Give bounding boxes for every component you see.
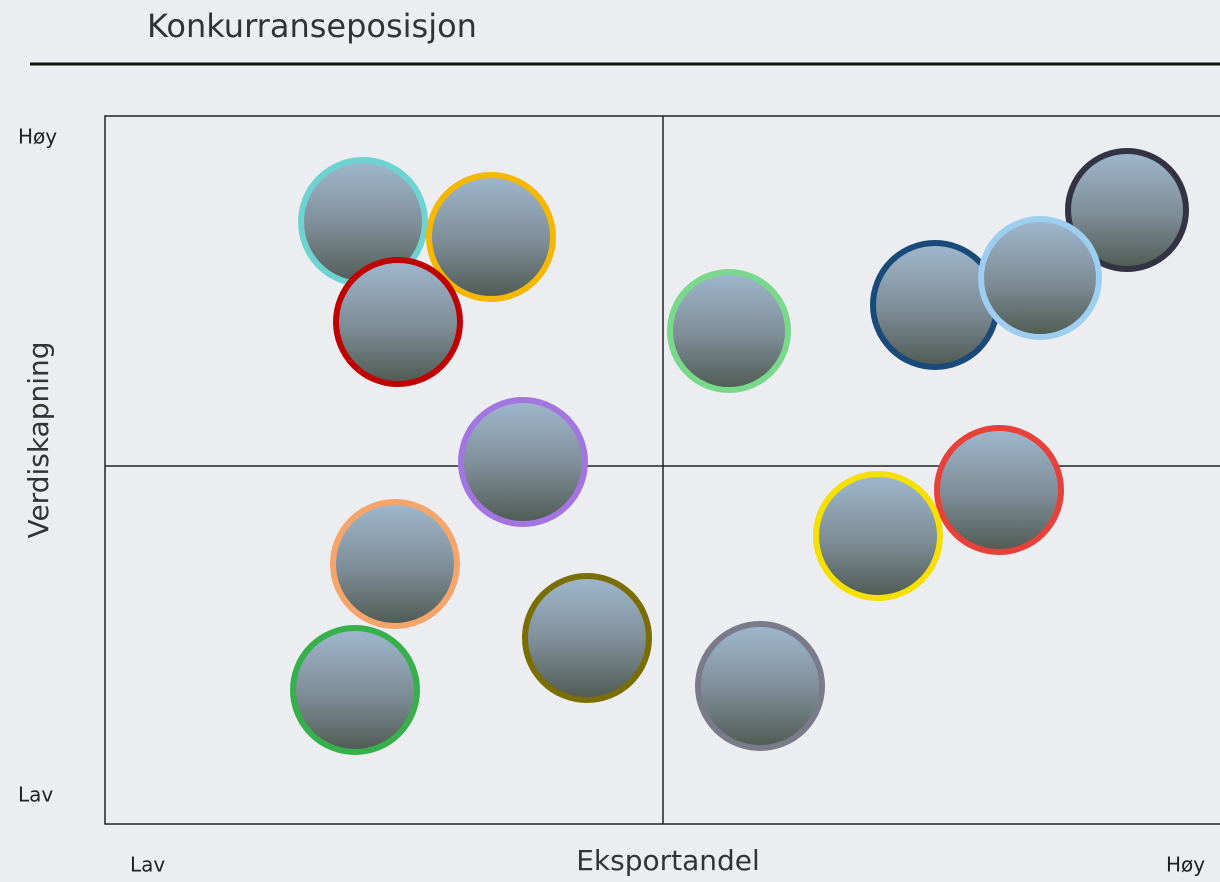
x-low-label: Lav [130, 853, 165, 877]
y-low-label: Lav [18, 783, 53, 807]
x-high-label: Høy [1166, 853, 1205, 877]
sector-bubble [695, 621, 825, 751]
sector-bubble [522, 573, 652, 703]
sector-bubble [813, 471, 943, 601]
sector-bubble [290, 625, 420, 755]
sector-bubble [330, 499, 460, 629]
x-axis-label: Eksportandel [576, 844, 760, 877]
sector-bubbles [290, 148, 1189, 755]
sector-bubble [1065, 148, 1189, 272]
sector-bubble [333, 257, 463, 387]
sector-bubble [978, 216, 1102, 340]
sector-bubble [870, 240, 1000, 370]
plot-frame [104, 115, 1220, 825]
sector-bubble [667, 269, 791, 393]
y-axis-label: Verdiskapning [22, 341, 55, 538]
sector-bubble [458, 397, 588, 527]
title: Konkurranseposisjon [147, 7, 477, 45]
sector-bubble [934, 425, 1064, 555]
y-high-label: Høy [18, 125, 57, 149]
sector-bubble [426, 172, 556, 302]
